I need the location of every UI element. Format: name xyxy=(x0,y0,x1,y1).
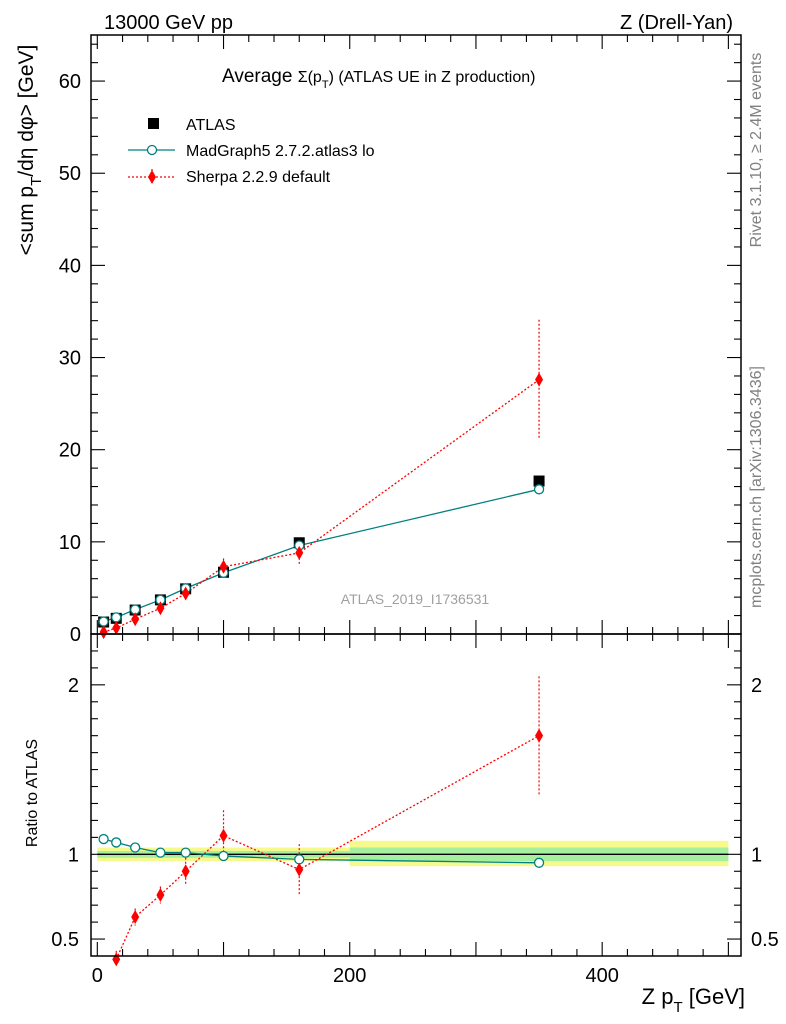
madgraph-point xyxy=(533,484,545,495)
ratio-sherpa-point xyxy=(535,728,544,743)
x-tick-label: 200 xyxy=(333,965,366,987)
main-y-tick-label: 50 xyxy=(59,163,81,185)
legend: ATLAS MadGraph5 2.7.2.atlas3 lo Sherpa 2… xyxy=(128,117,375,186)
ratio-y-tick-label-right: 2 xyxy=(751,675,762,697)
ratio-y-tick-label-right: 0.5 xyxy=(751,929,779,951)
x-axis-label: Z pT [GeV] xyxy=(642,984,745,1016)
main-y-label-sub: T xyxy=(28,177,45,186)
ratio-madgraph-point xyxy=(533,857,545,868)
ratio-y-tick-label-right: 1 xyxy=(751,844,762,866)
ratio-madgraph-point xyxy=(180,847,191,858)
main-y-tick-label: 20 xyxy=(59,440,81,462)
main-title-sigma: Σ(p xyxy=(298,69,322,86)
header-energy: 13000 GeV pp xyxy=(104,12,233,34)
atlas-point xyxy=(533,475,545,487)
ratio-sherpa-point xyxy=(131,910,140,925)
sherpa-point xyxy=(535,372,544,387)
ratio-y-tick-label: 1 xyxy=(68,844,79,866)
ratio-madgraph-point xyxy=(111,837,122,848)
legend-sherpa-marker xyxy=(148,170,156,184)
ratio-y-tick-label: 0.5 xyxy=(51,929,79,951)
ratio-madgraph-point xyxy=(98,833,109,845)
sherpa-point xyxy=(112,621,121,636)
sherpa-point xyxy=(181,586,190,601)
ratio-frame xyxy=(90,633,742,957)
main-title-sub: T xyxy=(322,79,329,91)
main-y-label-part-b: /dη dφ> [GeV] xyxy=(15,45,38,177)
ratio-plot-area xyxy=(98,676,545,967)
main-y-tick-label: 0 xyxy=(70,624,81,646)
main-y-tick-label: 10 xyxy=(59,532,81,554)
sherpa-point xyxy=(99,625,108,640)
main-title: Average Σ(pT) (ATLAS UE in Z production) xyxy=(222,66,535,91)
header-process: Z (Drell-Yan) xyxy=(620,12,733,34)
madgraph-point xyxy=(111,612,122,623)
madgraph-point xyxy=(98,616,109,627)
ratio-y-axis-label: Ratio to ATLAS xyxy=(24,739,41,847)
mcplots-label: mcplots.cern.ch [arXiv:1306.3436] xyxy=(748,366,765,608)
x-label-sub: T xyxy=(673,999,682,1016)
x-tick-label: 400 xyxy=(585,965,618,987)
rivet-version-label: Rivet 3.1.10, ≥ 2.4M events xyxy=(748,53,765,248)
main-plot-area xyxy=(98,319,545,640)
legend-madgraph-label: MadGraph5 2.7.2.atlas3 lo xyxy=(186,143,375,160)
x-label-part-b: [GeV] xyxy=(683,984,745,1009)
ratio-sherpa-point xyxy=(219,828,228,843)
legend-sherpa-label: Sherpa 2.2.9 default xyxy=(186,169,331,186)
axes: 0 10 20 30 40 50 60 0 200 400 0.5 0.5 1 1 2 2 xyxy=(51,34,779,987)
main-y-axis-label: <sum pT/dη dφ> [GeV] xyxy=(15,45,45,256)
ratio-sherpa-point xyxy=(295,862,304,877)
ratio-madgraph-point xyxy=(218,850,229,862)
main-title-suffix: ) (ATLAS UE in Z production) xyxy=(329,69,536,86)
legend-madgraph-marker xyxy=(146,144,158,156)
main-y-tick-label: 60 xyxy=(59,71,81,93)
ratio-madgraph-point xyxy=(130,842,141,853)
legend-atlas-label: ATLAS xyxy=(186,117,236,134)
main-title-prefix: Average xyxy=(222,66,298,87)
sherpa-point xyxy=(131,612,140,627)
ratio-y-tick-label: 2 xyxy=(68,675,79,697)
sherpa-point xyxy=(219,559,228,574)
sherpa-point xyxy=(156,601,165,616)
legend-atlas-marker xyxy=(148,118,159,129)
analysis-watermark: ATLAS_2019_I1736531 xyxy=(341,591,490,607)
main-y-tick-label: 30 xyxy=(59,348,81,370)
main-y-label-part-a: <sum p xyxy=(15,186,38,255)
sherpa-point xyxy=(295,545,304,560)
ratio-madgraph-point xyxy=(155,847,166,858)
x-tick-label: 0 xyxy=(92,965,103,987)
ratio-sherpa-point xyxy=(156,887,165,902)
ratio-sherpa-point xyxy=(181,864,190,879)
ratio-madgraph-point xyxy=(294,854,305,865)
main-y-tick-label: 40 xyxy=(59,255,81,277)
x-label-part-a: Z p xyxy=(642,984,674,1009)
